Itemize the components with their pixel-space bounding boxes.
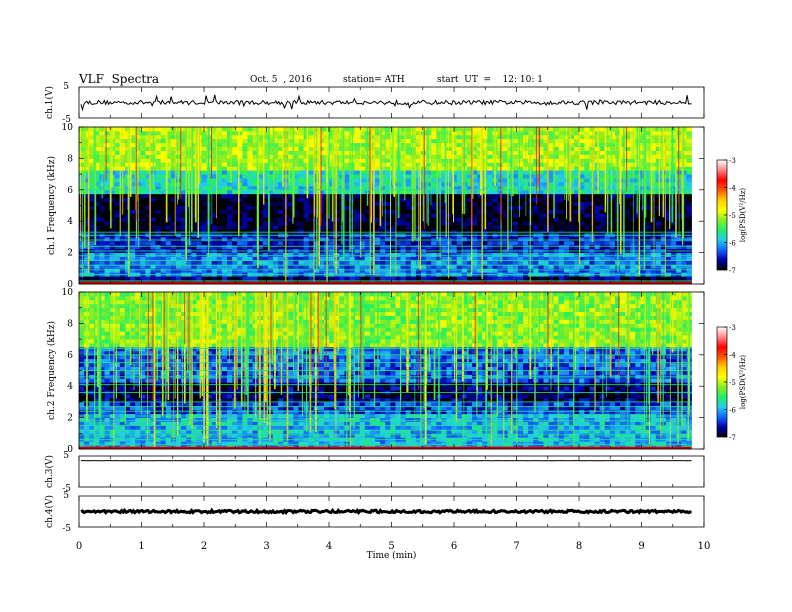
colorbar-tick-label: -5 bbox=[729, 379, 736, 387]
colorbar-tick-label: -4 bbox=[729, 185, 736, 193]
panel-1: 5 -5 ch.1(V) bbox=[44, 82, 705, 125]
station-label: station= ATH bbox=[343, 75, 405, 85]
y-tick-label: 0 bbox=[67, 280, 73, 290]
x-tick-label: 4 bbox=[326, 541, 332, 552]
y-tick-label: -5 bbox=[62, 484, 71, 494]
colorbar-tick-label: -5 bbox=[729, 212, 736, 220]
trace-0 bbox=[80, 94, 692, 112]
panel-5: 5 -5 ch.4(V) bbox=[44, 491, 705, 534]
figure-title: VLF Spectra bbox=[79, 72, 160, 86]
panel-4: 5 -5 ch.3(V) bbox=[44, 451, 705, 494]
y-tick-label: 10 bbox=[62, 288, 74, 298]
y-axis-label: ch.1(V) bbox=[44, 86, 55, 119]
x-tick-label: 8 bbox=[576, 541, 582, 552]
y-tick-label: 2 bbox=[67, 249, 73, 259]
y-axis-label: ch.3(V) bbox=[44, 455, 55, 488]
y-axis-label: ch.1 Frequency (kHz) bbox=[46, 156, 57, 255]
trace-4 bbox=[80, 507, 692, 516]
date-label: Oct. 5 , 2016 bbox=[250, 75, 312, 85]
y-tick-label: 6 bbox=[67, 186, 73, 196]
spectrogram-1 bbox=[79, 127, 692, 285]
panel-2: 0 2 4 6 8 10 ch.1 Frequency (kHz) bbox=[46, 123, 705, 290]
y-tick-label: 5 bbox=[63, 82, 69, 92]
y-tick-label: 5 bbox=[63, 491, 69, 501]
colorbar-1: -3 -4 -5 -6 -7 log(PSD(V²/Hz) bbox=[716, 157, 747, 275]
y-tick-label: 4 bbox=[67, 217, 73, 227]
y-tick-label: 4 bbox=[67, 382, 73, 392]
y-tick-label: 8 bbox=[67, 319, 73, 329]
colorbar-label: log(PSD(V²/Hz) bbox=[739, 188, 747, 243]
x-tick-label: 3 bbox=[263, 541, 269, 552]
x-tick-label: 9 bbox=[638, 541, 644, 552]
colorbar-tick-label: -6 bbox=[729, 407, 736, 415]
x-tick-label: 10 bbox=[698, 541, 711, 552]
colorbar-tick-label: -3 bbox=[729, 324, 736, 332]
colorbar-tick-label: -6 bbox=[729, 240, 736, 248]
x-tick-label: 7 bbox=[513, 541, 519, 552]
x-tick-label: 6 bbox=[451, 541, 457, 552]
colorbar-tick-label: -3 bbox=[729, 157, 736, 165]
y-tick-label: 10 bbox=[62, 123, 74, 133]
y-tick-label: 8 bbox=[67, 154, 73, 164]
x-tick-label: 0 bbox=[76, 541, 82, 552]
colorbar-tick-label: -7 bbox=[729, 434, 736, 442]
y-axis-label: ch.4(V) bbox=[44, 495, 55, 528]
y-tick-label: 2 bbox=[67, 414, 73, 424]
colorbar-tick-label: -7 bbox=[729, 267, 736, 275]
panel-3: 0 2 4 6 8 10 ch.2 Frequency (kHz) bbox=[46, 288, 705, 455]
x-tick-label: 5 bbox=[388, 541, 394, 552]
start-ut-label: start UT = 12: 10: 1 bbox=[437, 75, 543, 85]
x-axis-label: Time (min) bbox=[367, 550, 417, 561]
spectrogram-2 bbox=[79, 292, 692, 450]
x-tick-label: 2 bbox=[201, 541, 207, 552]
colorbar-2: -3 -4 -5 -6 -7 log(PSD(V²/Hz) bbox=[716, 324, 747, 442]
y-tick-label: 0 bbox=[67, 445, 73, 455]
y-tick-label: -5 bbox=[62, 115, 71, 125]
colorbar-label: log(PSD(V²/Hz) bbox=[739, 355, 747, 410]
y-axis-label: ch.2 Frequency (kHz) bbox=[46, 321, 57, 420]
colorbar-tick-label: -4 bbox=[729, 352, 736, 360]
y-tick-label: 5 bbox=[63, 451, 69, 461]
y-tick-label: -5 bbox=[62, 524, 71, 534]
y-tick-label: 6 bbox=[67, 351, 73, 361]
x-tick-label: 1 bbox=[138, 541, 144, 552]
